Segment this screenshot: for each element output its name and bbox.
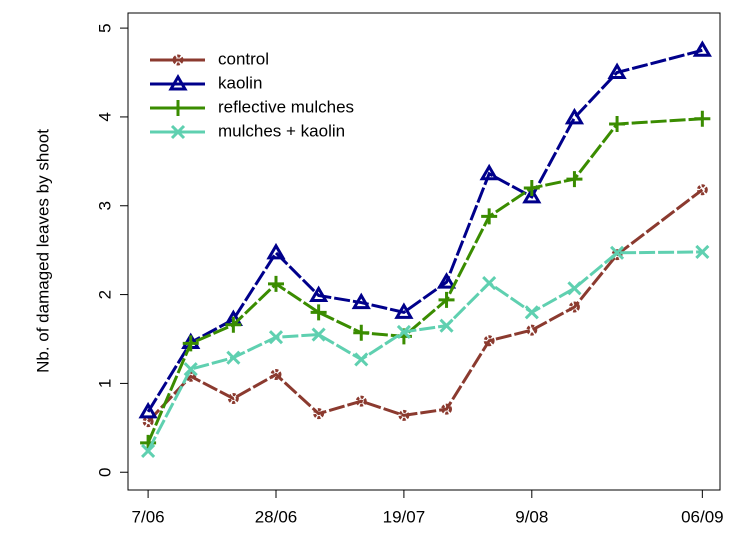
point [436, 272, 457, 289]
legend-label: reflective mulches [218, 97, 354, 116]
point [311, 327, 326, 342]
point [609, 116, 626, 133]
y-tick-label: 5 [95, 23, 114, 32]
point [564, 107, 585, 125]
point [268, 275, 284, 292]
point [483, 335, 495, 347]
point [183, 362, 198, 377]
y-tick-label: 4 [95, 112, 114, 121]
point [482, 275, 497, 291]
point [522, 186, 542, 204]
point [266, 242, 286, 260]
series-line [147, 188, 704, 423]
y-tick-label: 1 [95, 379, 114, 388]
point [607, 62, 627, 80]
point [396, 324, 411, 339]
point [611, 249, 623, 261]
series-line [146, 250, 703, 452]
x-tick-label: 9/08 [515, 507, 548, 526]
point [438, 291, 455, 308]
point [141, 443, 156, 458]
point [226, 350, 241, 365]
point [268, 330, 284, 345]
point [310, 304, 327, 321]
point [270, 369, 282, 381]
point [479, 163, 499, 181]
legend-label: mulches + kaolin [218, 121, 345, 140]
point [524, 305, 539, 320]
point [394, 302, 414, 319]
point [227, 393, 239, 405]
x-tick-label: 28/06 [255, 507, 298, 526]
point [353, 324, 370, 341]
point [351, 292, 371, 310]
x-tick-label: 7/06 [132, 507, 165, 526]
point [225, 316, 242, 333]
legend-label: kaolin [218, 73, 262, 92]
point [567, 281, 582, 296]
point [439, 318, 454, 333]
point [566, 171, 583, 188]
point [182, 335, 199, 352]
legend-marker [168, 74, 188, 91]
y-tick-label: 0 [95, 468, 114, 477]
point [354, 352, 369, 367]
point [309, 285, 329, 302]
point [481, 208, 498, 225]
point [398, 409, 410, 421]
point [568, 301, 580, 313]
point [610, 245, 625, 260]
point [138, 401, 158, 419]
point [692, 40, 712, 57]
point [695, 244, 710, 260]
y-tick-label: 3 [95, 201, 114, 210]
point [694, 110, 711, 127]
legend-marker [170, 100, 186, 116]
x-tick-label: 06/09 [681, 507, 724, 526]
point [696, 184, 708, 196]
point [441, 403, 453, 415]
plot-frame [127, 12, 721, 491]
legend-marker [170, 124, 186, 140]
point [523, 179, 540, 196]
legend-marker [172, 54, 184, 66]
y-tick-label: 2 [95, 290, 114, 299]
point [355, 395, 367, 407]
x-tick-label: 19/07 [383, 507, 426, 526]
point [526, 324, 538, 336]
y-axis-title: Nb. of damaged leaves by shoot [33, 129, 52, 373]
legend-label: control [218, 49, 269, 68]
point [313, 408, 325, 420]
